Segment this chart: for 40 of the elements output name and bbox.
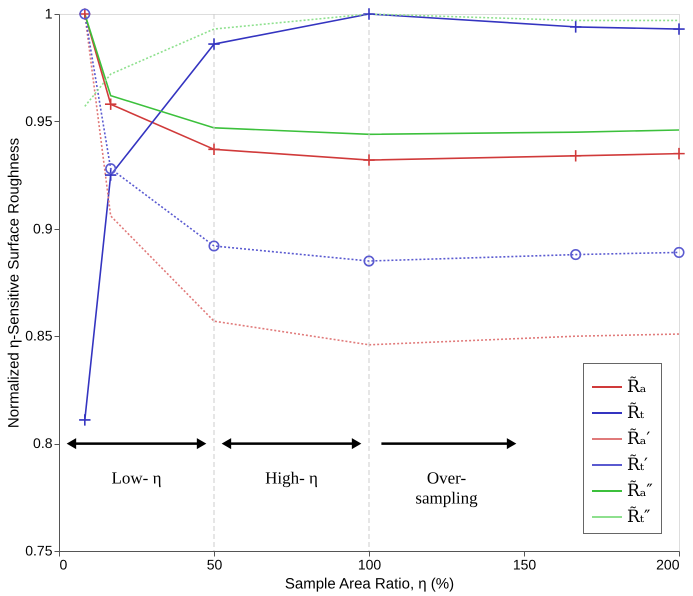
point	[105, 163, 116, 174]
y-tick-label: 0.85	[25, 328, 53, 344]
legend-label: R̃ₜ	[627, 402, 645, 423]
legend-label: R̃ₜ′	[627, 454, 648, 475]
point	[362, 8, 376, 20]
y-tick-label: 0.95	[25, 112, 53, 129]
point	[672, 147, 686, 160]
y-tick-label: 0.75	[25, 542, 53, 558]
y-tick-label: 0.8	[33, 435, 53, 452]
point	[672, 22, 686, 36]
point	[104, 168, 118, 182]
y-axis-title: Normalized η-Sensitive Surface Roughness	[5, 138, 22, 428]
x-tick-label: 50	[206, 556, 222, 572]
point	[570, 249, 582, 260]
y-tick-label: 0.9	[33, 220, 53, 236]
point	[104, 98, 118, 111]
point	[78, 413, 92, 426]
y-tick-label: 1	[44, 6, 53, 22]
point	[363, 255, 375, 267]
x-tick-label: 100	[358, 556, 382, 572]
x-tick-label: 0	[60, 556, 68, 572]
point	[208, 142, 220, 156]
x-axis-title: Sample Area Ratio, η (%)	[284, 576, 454, 592]
legend-label: R̃ₐ′	[627, 428, 650, 449]
legend-label: R̃ₐ″	[627, 480, 653, 501]
line-series	[84, 13, 680, 108]
point	[208, 38, 220, 51]
point	[208, 240, 220, 252]
point	[362, 154, 376, 167]
point	[569, 20, 582, 34]
point	[569, 149, 582, 162]
annotation: Over-sampling	[415, 468, 478, 508]
annotation: Low- η	[112, 468, 162, 488]
legend-label: R̃ₐ	[627, 376, 647, 397]
point	[673, 246, 685, 258]
line-series	[84, 13, 680, 136]
annotation: High- η	[265, 468, 318, 488]
x-tick-label: 200	[656, 556, 680, 572]
legend-label: R̃ₜ″	[627, 506, 650, 527]
x-tick-label: 150	[512, 556, 536, 572]
